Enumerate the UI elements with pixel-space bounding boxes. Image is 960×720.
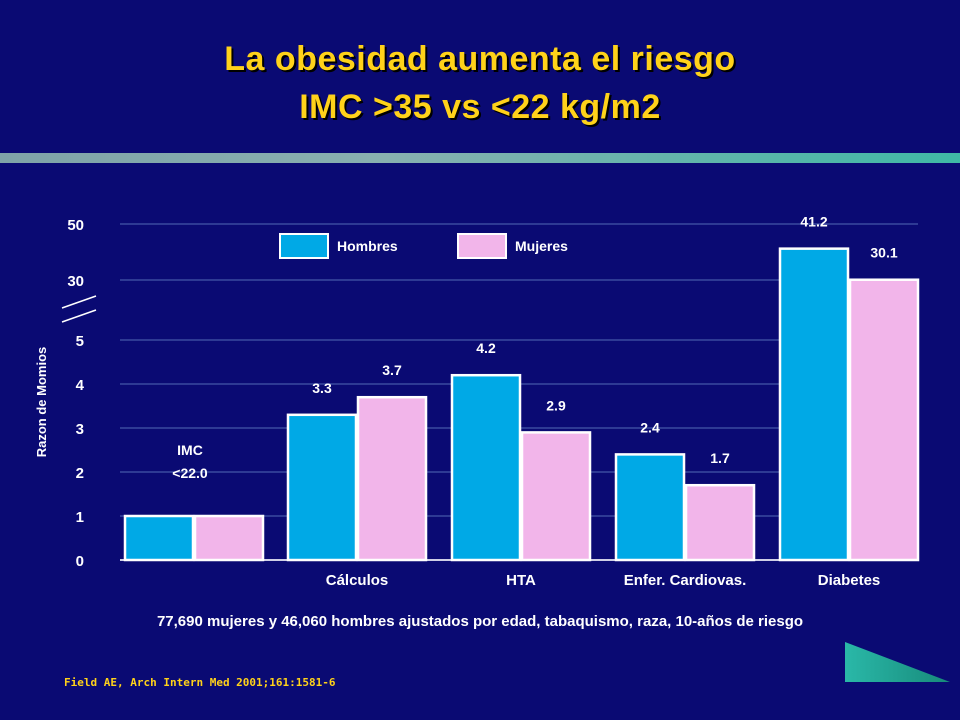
data-label: 41.2 [800,214,827,230]
data-label: 4.2 [476,340,496,356]
x-category-label: Cálculos [326,572,389,589]
title-divider [0,153,960,163]
x-category-label: Diabetes [818,572,881,589]
bar-hombres-3 [614,453,686,562]
y-tick-label: 2 [76,465,84,482]
baseline-annotation: IMC [177,442,203,458]
bar-mujeres-4 [848,278,920,562]
axis-break-mark [61,309,97,323]
x-category-label: HTA [506,572,536,589]
y-tick-label: 50 [67,217,84,234]
title-line-1: La obesidad aumenta el riesgo [224,40,736,78]
legend-swatch-hombres [279,233,329,259]
data-label: 30.1 [870,245,897,261]
y-tick-label: 30 [67,273,84,290]
bar-hombres-1 [286,413,358,562]
y-tick-label: 4 [76,377,85,394]
y-tick-label: 0 [76,553,84,570]
baseline-annotation: <22.0 [172,465,208,481]
bar-mujeres-1 [356,395,428,562]
data-label: 2.4 [640,419,660,435]
corner-triangle-decoration [845,642,950,682]
bar-chart: 0 1 2 3 4 5 30 50 Razon de Momios 3.3 4.2 2.4 41.2 3.… [34,214,920,589]
y-axis-label: Razon de Momios [34,347,49,458]
legend-label-mujeres: Mujeres [515,238,568,254]
data-label: 3.3 [312,380,332,396]
legend-label-hombres: Hombres [337,238,398,254]
legend-swatch-mujeres [457,233,507,259]
bar-mujeres-0 [193,514,265,562]
x-category-label: Enfer. Cardiovas. [624,572,747,589]
data-label: 2.9 [546,397,566,413]
y-tick-label: 3 [76,421,84,438]
data-label: 1.7 [710,450,730,466]
axis-break-mark [61,295,97,309]
y-tick-label: 5 [76,333,84,350]
footnote: 77,690 mujeres y 46,060 hombres ajustado… [156,613,804,630]
bar-hombres-0 [123,514,195,562]
bar-hombres-2 [450,373,522,562]
bar-mujeres-2 [520,431,592,562]
bar-mujeres-3 [684,483,756,562]
bar-hombres-4 [778,247,850,562]
data-label: 3.7 [382,362,402,378]
y-tick-label: 1 [76,509,84,526]
source-citation: Field AE, Arch Intern Med 2001;161:1581-… [64,676,336,689]
title-line-2: IMC >35 vs <22 kg/m2 [299,88,661,126]
